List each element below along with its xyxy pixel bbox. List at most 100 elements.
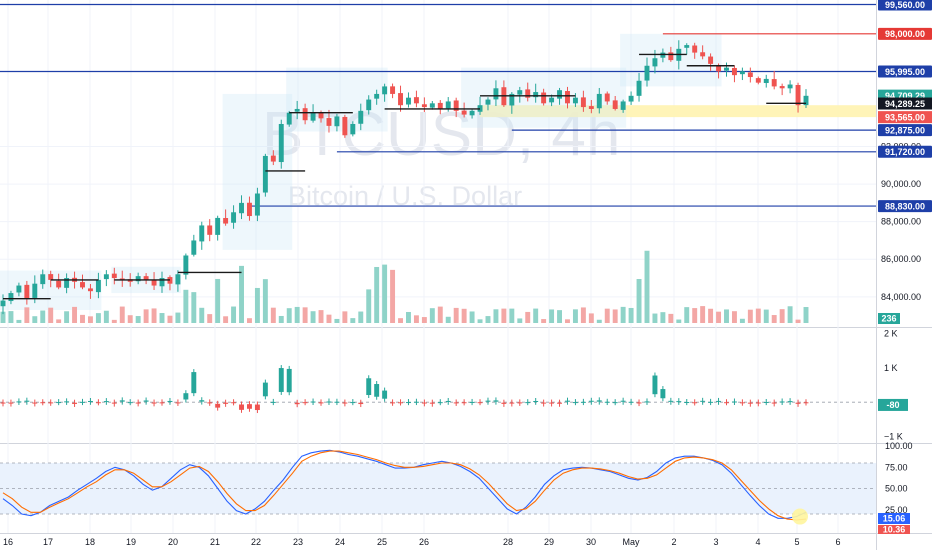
delta-candle[interactable] <box>803 402 809 404</box>
delta-candle[interactable] <box>342 402 348 404</box>
delta-candle[interactable] <box>525 402 531 404</box>
delta-candle[interactable] <box>270 401 276 403</box>
delta-candle[interactable] <box>572 402 578 404</box>
candle-up[interactable] <box>596 93 602 109</box>
candle-up[interactable] <box>334 116 340 127</box>
candle-down[interactable] <box>390 86 396 94</box>
candle-up[interactable] <box>286 112 292 125</box>
candle-down[interactable] <box>747 72 753 78</box>
candle-down[interactable] <box>318 112 324 119</box>
candle-up[interactable] <box>350 123 356 135</box>
delta-candle[interactable] <box>167 400 173 402</box>
candle-down[interactable] <box>80 282 85 288</box>
delta-candle[interactable] <box>469 401 475 403</box>
candle-down[interactable] <box>207 225 213 235</box>
candle-down[interactable] <box>541 92 547 104</box>
delta-candle[interactable] <box>159 402 165 404</box>
delta-candle[interactable] <box>628 401 634 403</box>
delta-candle[interactable] <box>143 400 149 402</box>
candle-up[interactable] <box>406 97 411 105</box>
delta-candle[interactable] <box>692 402 698 404</box>
delta-candle[interactable] <box>421 402 427 404</box>
delta-candle[interactable] <box>652 375 658 395</box>
delta-candle[interactable] <box>103 401 109 403</box>
delta-candle[interactable] <box>56 402 62 404</box>
candle-down[interactable] <box>143 276 149 280</box>
candle-down[interactable] <box>708 56 714 64</box>
delta-candle[interactable] <box>612 402 618 404</box>
candle-up[interactable] <box>477 105 483 112</box>
candle-down[interactable] <box>56 280 62 288</box>
delta-candle[interactable] <box>80 401 85 403</box>
delta-candle[interactable] <box>668 400 674 402</box>
candle-up[interactable] <box>763 78 769 84</box>
delta-candle[interactable] <box>588 400 594 402</box>
candle-down[interactable] <box>588 106 594 109</box>
candle-down[interactable] <box>731 67 737 76</box>
delta-candle[interactable] <box>485 400 491 402</box>
delta-candle[interactable] <box>787 401 793 403</box>
candle-up[interactable] <box>64 278 70 288</box>
delta-candle[interactable] <box>557 402 562 404</box>
delta-candle[interactable] <box>445 400 451 402</box>
delta-candle[interactable] <box>541 402 547 404</box>
candle-down[interactable] <box>111 273 117 279</box>
delta-candle[interactable] <box>620 400 626 402</box>
candle-up[interactable] <box>652 58 658 67</box>
candle-up[interactable] <box>0 300 6 307</box>
delta-candle[interactable] <box>413 401 419 403</box>
candle-up[interactable] <box>724 67 729 71</box>
candle-up[interactable] <box>493 88 499 100</box>
candle-up[interactable] <box>191 240 197 255</box>
delta-candle[interactable] <box>111 402 117 404</box>
candle-down[interactable] <box>604 93 610 102</box>
delta-candle[interactable] <box>398 402 403 404</box>
candle-up[interactable] <box>278 123 284 163</box>
candle-up[interactable] <box>469 110 475 116</box>
candle-up[interactable] <box>16 285 22 293</box>
candle-down[interactable] <box>755 78 761 83</box>
delta-candle[interactable] <box>183 393 189 400</box>
candle-down[interactable] <box>247 202 252 217</box>
candle-up[interactable] <box>509 93 515 106</box>
candle-up[interactable] <box>135 276 141 282</box>
delta-candle[interactable] <box>382 390 388 399</box>
candle-up[interactable] <box>739 71 745 75</box>
candle-up[interactable] <box>787 84 793 89</box>
candle-up[interactable] <box>445 101 451 109</box>
delta-candle[interactable] <box>390 402 396 404</box>
candle-down[interactable] <box>223 218 229 224</box>
delta-candle[interactable] <box>302 402 308 404</box>
candle-up[interactable] <box>159 278 165 287</box>
delta-candle[interactable] <box>453 402 459 404</box>
candle-up[interactable] <box>103 274 109 280</box>
delta-candle[interactable] <box>326 401 332 403</box>
delta-candle[interactable] <box>24 400 30 402</box>
candle-up[interactable] <box>215 217 221 235</box>
delta-candle[interactable] <box>406 402 411 404</box>
delta-candle[interactable] <box>580 401 586 403</box>
delta-candle[interactable] <box>755 402 761 404</box>
delta-candle[interactable] <box>493 400 499 402</box>
candle-up[interactable] <box>231 212 237 223</box>
delta-candle[interactable] <box>95 402 101 404</box>
delta-candle[interactable] <box>437 402 443 404</box>
delta-candle[interactable] <box>708 401 714 403</box>
candle-down[interactable] <box>413 97 419 104</box>
candle-down[interactable] <box>151 279 157 286</box>
delta-candle[interactable] <box>700 400 706 402</box>
delta-candle[interactable] <box>549 402 555 404</box>
candle-up[interactable] <box>310 112 316 121</box>
candle-up[interactable] <box>517 90 523 95</box>
delta-candle[interactable] <box>294 402 300 405</box>
delta-candle[interactable] <box>239 404 244 410</box>
delta-candle[interactable] <box>278 368 284 392</box>
delta-candle[interactable] <box>358 402 364 405</box>
delta-candle[interactable] <box>32 402 38 404</box>
candle-down[interactable] <box>437 102 443 109</box>
delta-candle[interactable] <box>16 401 22 403</box>
candle-up[interactable] <box>262 155 268 193</box>
delta-candle[interactable] <box>366 378 372 396</box>
